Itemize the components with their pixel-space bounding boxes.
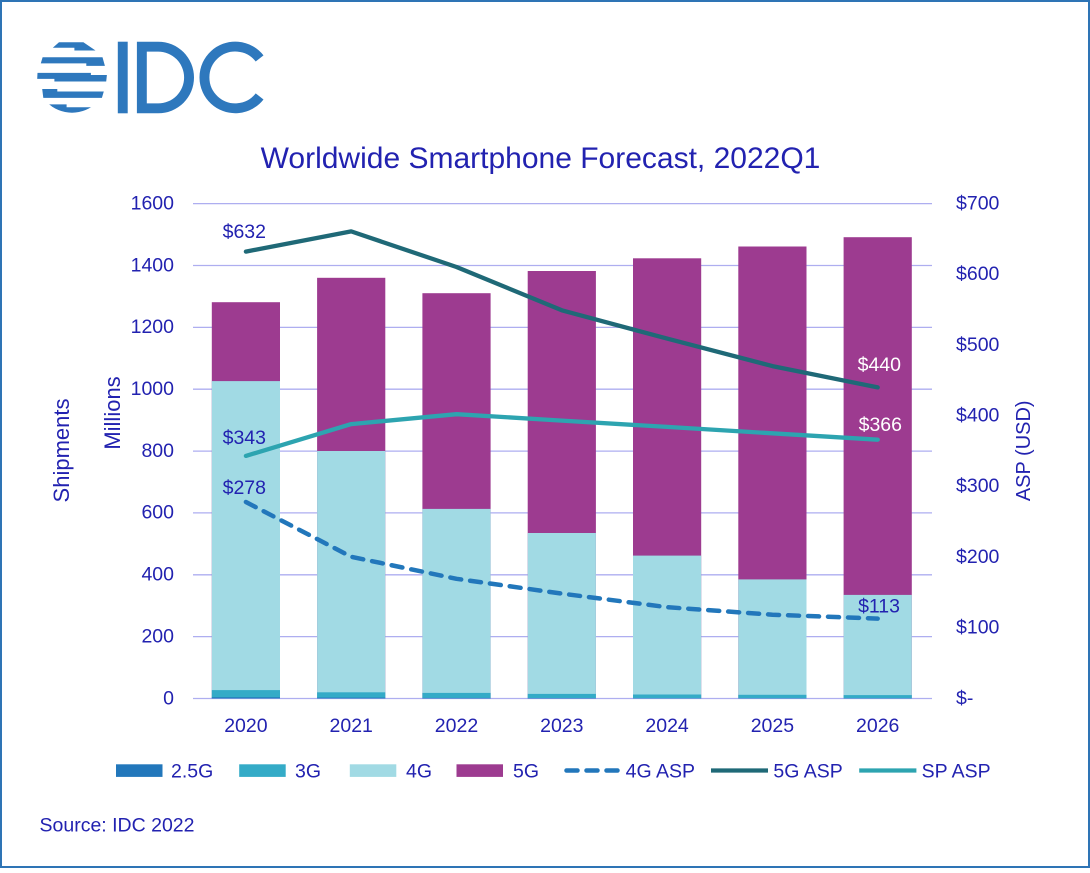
svg-text:$366: $366 xyxy=(859,414,902,436)
svg-text:$343: $343 xyxy=(223,427,266,449)
svg-text:2021: 2021 xyxy=(330,715,373,737)
svg-text:$400: $400 xyxy=(956,405,1000,427)
svg-text:$632: $632 xyxy=(223,221,266,243)
svg-text:$700: $700 xyxy=(956,192,1000,214)
svg-text:$-: $- xyxy=(956,687,973,709)
svg-text:2026: 2026 xyxy=(856,715,899,737)
svg-text:ASP (USD): ASP (USD) xyxy=(1013,400,1035,501)
svg-text:2020: 2020 xyxy=(224,715,268,737)
svg-text:$200: $200 xyxy=(956,546,1000,568)
svg-text:200: 200 xyxy=(141,625,174,647)
svg-text:$500: $500 xyxy=(956,334,1000,356)
svg-text:1000: 1000 xyxy=(131,378,175,400)
svg-text:2025: 2025 xyxy=(751,715,795,737)
svg-text:4G ASP: 4G ASP xyxy=(626,761,695,783)
svg-text:2024: 2024 xyxy=(645,715,689,737)
svg-text:Source: IDC 2022: Source: IDC 2022 xyxy=(40,815,195,837)
svg-text:Shipments: Shipments xyxy=(49,399,74,503)
svg-text:2023: 2023 xyxy=(540,715,583,737)
svg-text:2022: 2022 xyxy=(435,715,478,737)
svg-text:$600: $600 xyxy=(956,263,1000,285)
svg-text:1400: 1400 xyxy=(131,254,175,276)
svg-text:2.5G: 2.5G xyxy=(171,761,213,783)
svg-text:3G: 3G xyxy=(295,761,321,783)
svg-text:$113: $113 xyxy=(858,596,900,618)
svg-text:Millions: Millions xyxy=(100,376,125,449)
svg-text:1600: 1600 xyxy=(131,192,175,214)
svg-text:$278: $278 xyxy=(223,477,266,499)
svg-text:400: 400 xyxy=(141,564,174,586)
svg-text:4G: 4G xyxy=(406,761,432,783)
svg-text:800: 800 xyxy=(141,440,174,462)
svg-text:SP ASP: SP ASP xyxy=(922,761,991,783)
svg-text:$440: $440 xyxy=(858,354,902,376)
svg-text:$100: $100 xyxy=(956,617,1000,639)
svg-text:0: 0 xyxy=(163,687,174,709)
svg-text:5G ASP: 5G ASP xyxy=(773,761,842,783)
svg-text:600: 600 xyxy=(141,502,174,524)
svg-text:5G: 5G xyxy=(513,761,539,783)
svg-text:Worldwide Smartphone Forecast,: Worldwide Smartphone Forecast, 2022Q1 xyxy=(261,142,821,175)
svg-text:1200: 1200 xyxy=(131,316,175,338)
svg-text:$300: $300 xyxy=(956,475,1000,497)
